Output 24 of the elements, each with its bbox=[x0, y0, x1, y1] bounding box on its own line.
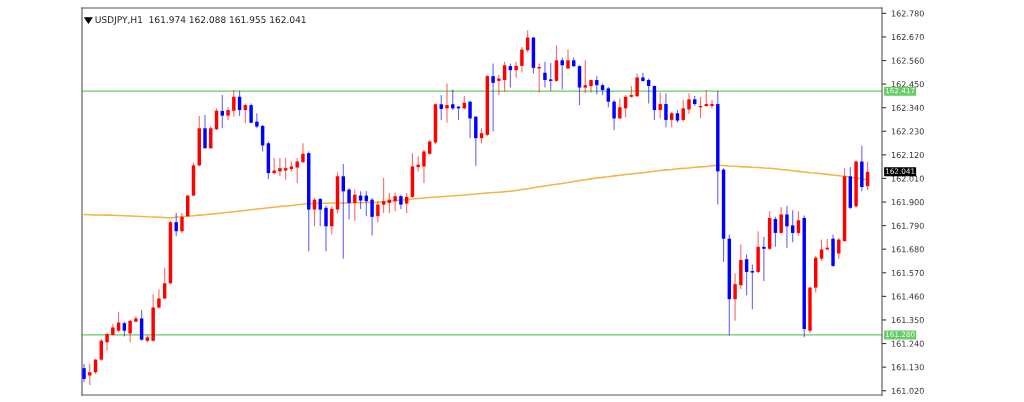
y-tick-label: 161.790 bbox=[891, 222, 924, 229]
y-tick-label: 161.460 bbox=[891, 293, 924, 300]
y-tick-label: 162.010 bbox=[891, 175, 924, 182]
y-tick-label: 162.780 bbox=[891, 10, 924, 17]
candlestick bbox=[710, 99, 714, 109]
y-tick-label: 161.350 bbox=[891, 317, 924, 324]
y-tick-label: 162.560 bbox=[891, 57, 924, 64]
candlestick bbox=[255, 112, 259, 129]
y-tick-label: 162.450 bbox=[891, 81, 924, 88]
candlestick bbox=[641, 72, 645, 83]
text: USDJPY,H1 161.974 162.088 161.955 162.041 bbox=[95, 16, 306, 25]
y-tick-label: 162.230 bbox=[891, 128, 924, 135]
y-tick-label: 161.020 bbox=[891, 387, 924, 394]
y-tick-label: 161.130 bbox=[891, 364, 924, 371]
y-tick-label: 161.570 bbox=[891, 269, 924, 276]
candlestick bbox=[226, 106, 230, 121]
candlestick bbox=[514, 61, 518, 79]
y-tick-label: 161.240 bbox=[891, 340, 924, 347]
y-tick-label: 161.900 bbox=[891, 199, 924, 206]
candlestick bbox=[589, 78, 593, 94]
y-tick-label: 162.340 bbox=[891, 104, 924, 111]
y-tick-label: 161.680 bbox=[891, 246, 924, 253]
y-tick-label: 162.120 bbox=[891, 151, 924, 159]
y-tick-label: 162.670 bbox=[891, 34, 924, 41]
